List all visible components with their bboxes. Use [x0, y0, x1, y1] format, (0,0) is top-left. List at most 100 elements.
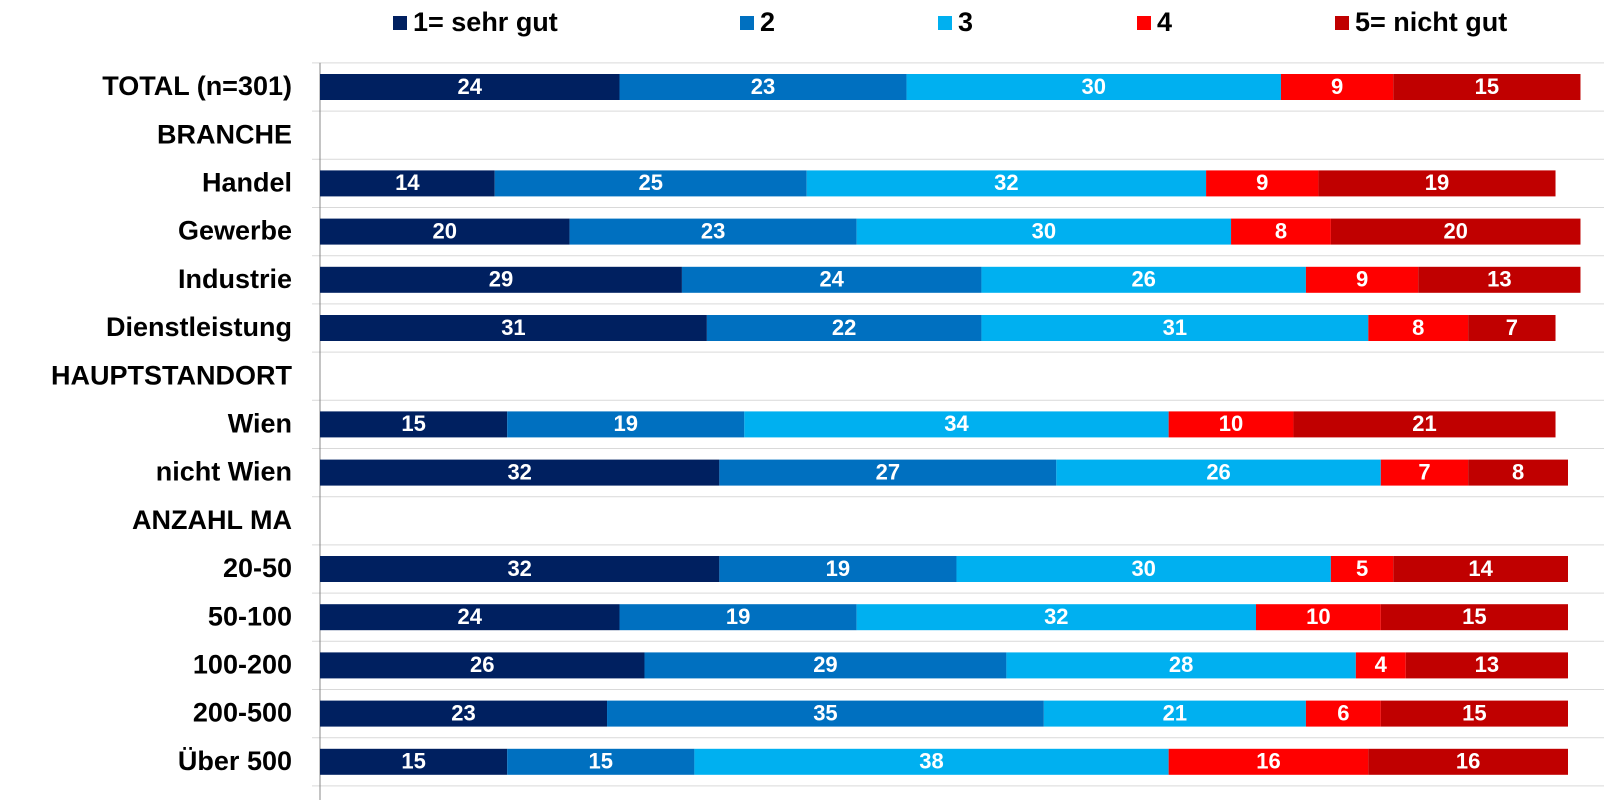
- value-label: 28: [1169, 652, 1193, 677]
- value-label: 23: [701, 218, 725, 243]
- bar-segment: [507, 748, 695, 775]
- bar-segment: [320, 315, 707, 341]
- legend-swatch: [938, 16, 952, 30]
- bar-segment: [1330, 218, 1581, 245]
- value-label: 30: [1131, 556, 1155, 581]
- value-label: 9: [1256, 170, 1268, 195]
- bar-segment: [1380, 459, 1469, 486]
- category-label: 200-500: [193, 698, 292, 728]
- bar-segment: [1006, 652, 1356, 679]
- bar-segment: [1318, 170, 1556, 197]
- bar-segment: [619, 74, 907, 100]
- bar-segment: [744, 411, 1169, 438]
- category-label: 100-200: [193, 650, 292, 680]
- bar-segment: [1368, 748, 1568, 775]
- value-label: 20: [1443, 218, 1467, 243]
- value-label: 15: [1462, 700, 1486, 725]
- value-label: 13: [1475, 652, 1499, 677]
- value-label: 29: [489, 267, 513, 292]
- bar-segment: [320, 604, 620, 631]
- bar-segment: [1355, 652, 1406, 679]
- bar-segment: [320, 170, 495, 197]
- value-label: 25: [638, 170, 662, 195]
- value-label: 22: [832, 315, 856, 340]
- bar-segment: [856, 604, 1256, 631]
- bar-segment: [1330, 556, 1394, 582]
- value-label: 23: [451, 700, 475, 725]
- bar-segment: [681, 266, 982, 293]
- value-label: 8: [1412, 315, 1424, 340]
- category-label: Industrie: [178, 264, 292, 294]
- bar-segment: [806, 170, 1207, 197]
- value-label: 16: [1456, 749, 1480, 774]
- value-label: 7: [1506, 315, 1518, 340]
- category-label: nicht Wien: [156, 457, 292, 487]
- legend-label: 5= nicht gut: [1355, 7, 1507, 37]
- value-label: 34: [944, 411, 969, 436]
- legend-label: 2: [760, 7, 775, 37]
- bar-segment: [320, 652, 645, 679]
- bar-segment: [320, 556, 720, 582]
- bar-segment: [956, 556, 1331, 582]
- value-label: 14: [1468, 556, 1493, 581]
- bar-segment: [619, 604, 857, 631]
- bar-segment: [1056, 459, 1381, 486]
- bar-segment: [1468, 459, 1568, 486]
- bar-segment: [320, 411, 508, 438]
- bar-segment: [494, 170, 807, 197]
- value-label: 10: [1306, 604, 1330, 629]
- legend-label: 4: [1157, 7, 1172, 37]
- bar-segment: [1293, 411, 1556, 438]
- bar-segment: [1231, 218, 1331, 245]
- value-label: 26: [1206, 459, 1230, 484]
- bar-segment: [569, 218, 857, 245]
- bar-segment: [1393, 556, 1568, 582]
- value-label: 29: [813, 652, 837, 677]
- bar-segment: [694, 748, 1169, 775]
- bar-segment: [320, 748, 508, 775]
- value-label: 31: [1163, 315, 1187, 340]
- value-label: 26: [470, 652, 494, 677]
- bar-segment: [1305, 700, 1381, 727]
- value-label: 32: [507, 556, 531, 581]
- category-label: Wien: [228, 409, 292, 439]
- bar-segment: [1393, 74, 1581, 100]
- bar-segment: [981, 315, 1369, 341]
- value-label: 15: [401, 411, 425, 436]
- value-label: 31: [501, 315, 525, 340]
- value-label: 32: [1044, 604, 1068, 629]
- value-label: 19: [726, 604, 750, 629]
- legend-label: 3: [958, 7, 973, 37]
- bar-segment: [981, 266, 1306, 293]
- value-label: 14: [395, 170, 420, 195]
- value-label: 23: [751, 74, 775, 99]
- legend-swatch: [393, 16, 407, 30]
- value-label: 24: [458, 74, 483, 99]
- value-label: 32: [994, 170, 1018, 195]
- value-label: 20: [433, 218, 457, 243]
- value-label: 15: [401, 749, 425, 774]
- bar-segment: [1380, 700, 1568, 727]
- bar-segment: [1280, 74, 1394, 100]
- legend-swatch: [740, 16, 754, 30]
- value-label: 19: [1425, 170, 1449, 195]
- value-label: 16: [1256, 749, 1280, 774]
- value-label: 21: [1163, 700, 1187, 725]
- category-label: Gewerbe: [178, 216, 292, 246]
- value-label: 30: [1082, 74, 1106, 99]
- category-label: ANZAHL MA: [132, 505, 292, 535]
- bar-segment: [320, 74, 620, 100]
- bar-segment: [719, 459, 1057, 486]
- bar-segment: [1206, 170, 1319, 197]
- bar-segment: [1305, 266, 1419, 293]
- bar-segment: [1418, 266, 1581, 293]
- value-label: 8: [1275, 218, 1287, 243]
- bar-segment: [1405, 652, 1568, 679]
- value-label: 15: [1475, 74, 1499, 99]
- value-label: 15: [589, 749, 613, 774]
- bar-segment: [320, 218, 570, 245]
- category-label: TOTAL (n=301): [102, 71, 292, 101]
- value-label: 26: [1131, 267, 1155, 292]
- value-label: 15: [1462, 604, 1486, 629]
- category-label: Handel: [202, 168, 292, 198]
